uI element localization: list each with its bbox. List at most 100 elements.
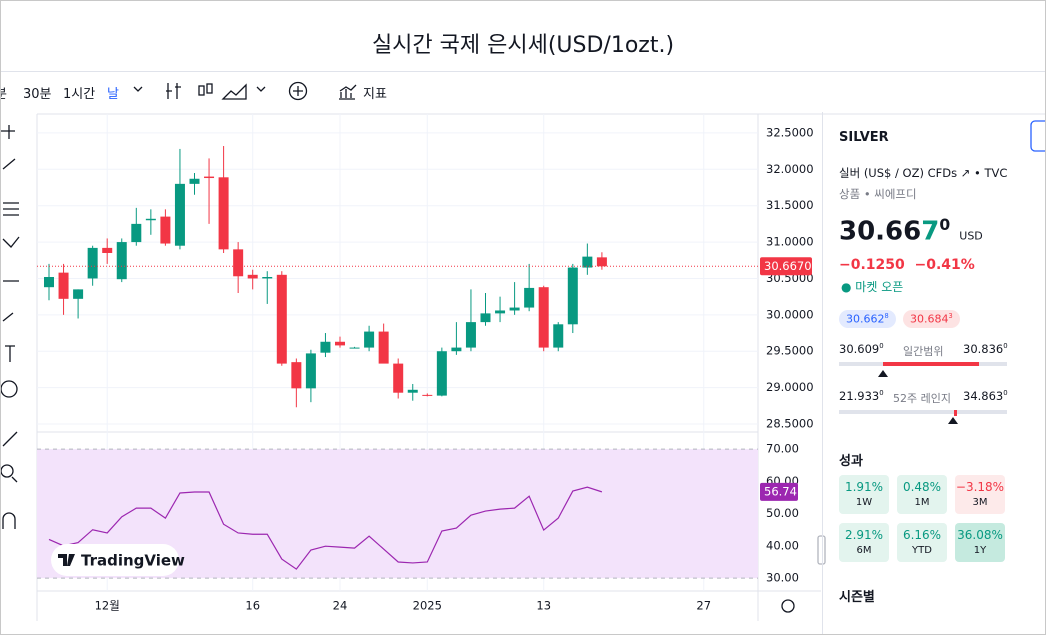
candle-body	[422, 394, 433, 396]
symbol: SILVER	[839, 130, 889, 145]
performance-cell: 1.91% 1W	[839, 475, 889, 514]
y-tick-label: 28.5000	[766, 416, 814, 430]
bid: 30.6628	[839, 310, 896, 328]
candle-body	[44, 277, 54, 288]
y-tick-label: 32.0000	[766, 162, 814, 176]
chevron[interactable]	[256, 86, 266, 92]
candle-body	[160, 216, 171, 244]
ask: 30.6843	[903, 310, 960, 328]
candle-body	[378, 331, 389, 364]
y-tick-label: 40.00	[766, 538, 799, 552]
x-tick-label: 2025	[413, 599, 442, 613]
year-high: 34.8630	[963, 389, 1008, 403]
year-bar	[839, 410, 1007, 416]
candle-body	[451, 347, 462, 352]
side-button[interactable]	[1030, 120, 1046, 152]
logo-mark	[58, 554, 75, 566]
last-price-box	[760, 257, 812, 276]
category: 상품 • 씨에프디	[839, 187, 917, 201]
v: 30.836	[963, 342, 1004, 356]
interval[interactable]: 30분	[23, 87, 52, 102]
performance-title: 성과	[839, 454, 863, 469]
range-bar	[839, 362, 1007, 366]
candle-icon[interactable]	[198, 85, 205, 96]
x-tick-label: 16	[245, 599, 260, 613]
change: −0.1250 −0.41%	[839, 257, 975, 273]
logo-text: TradingView	[81, 552, 185, 570]
x-tick-label: 12월	[95, 599, 120, 613]
status: 마켓 오픈	[855, 280, 904, 294]
ask-sup: 3	[948, 312, 953, 320]
description: 실버 (US$ / OZ) CFDs	[839, 166, 958, 180]
x-tick-label: 24	[333, 599, 348, 613]
candle-body	[247, 274, 258, 279]
performance-value: 0.48%	[902, 480, 942, 494]
range-label: 일간범위	[903, 345, 944, 358]
performance-cell: −3.18% 3M	[955, 475, 1005, 514]
candle-body	[349, 347, 360, 349]
price: 30.6670 USD	[839, 216, 983, 247]
bid-main: 30.662	[846, 312, 885, 326]
candle-body	[495, 310, 506, 314]
interval[interactable]: 1시간	[63, 87, 96, 102]
performance-period: 6M	[856, 545, 872, 556]
interval[interactable]: 분	[1, 83, 7, 102]
y-tick-label: 29.0000	[766, 380, 814, 394]
x-tick-label: 27	[696, 599, 711, 613]
candle-body	[393, 363, 404, 393]
candle-body	[407, 389, 418, 393]
settings-icon[interactable]	[781, 599, 795, 613]
price-accent: 7	[921, 216, 940, 247]
symbol-description: 실버 (US$ / OZ) CFDs ↗ • TVC	[839, 166, 1008, 180]
emoji-tool[interactable]	[1, 380, 18, 398]
interval[interactable]: 날	[107, 87, 119, 102]
candle-body	[305, 353, 316, 389]
chevron[interactable]	[133, 86, 143, 92]
indicator-icon[interactable]	[339, 84, 357, 100]
performance-value: 6.16%	[902, 528, 942, 542]
candle-body	[553, 324, 564, 348]
candle-body	[145, 218, 156, 221]
candle-body	[291, 362, 302, 389]
v: 21.933	[839, 389, 880, 403]
change-abs: −0.1250	[839, 257, 905, 273]
candle-body	[596, 257, 607, 267]
last-price-label: 30.6670	[764, 259, 812, 273]
performance-cell: 36.08% 1Y	[955, 523, 1005, 562]
range-fill	[883, 362, 979, 366]
collapse-handle[interactable]	[817, 535, 826, 565]
drawing-tools[interactable]	[1, 125, 20, 362]
candle-body	[465, 322, 476, 348]
divider	[1, 71, 1045, 72]
indicators-button[interactable]: 지표	[363, 87, 387, 102]
candle-icon[interactable]	[206, 83, 213, 94]
market-status: ● 마켓 오픈	[841, 280, 904, 294]
tools[interactable]	[1, 431, 18, 529]
exchange: TVC	[984, 166, 1008, 180]
year-low: 21.9330	[839, 389, 884, 403]
currency: USD	[959, 229, 983, 243]
candle-body	[218, 177, 229, 250]
rsi-value-box	[760, 482, 798, 501]
bar-icon[interactable]	[166, 83, 181, 99]
area-icon[interactable]	[221, 83, 247, 100]
rsi-value-label: 56.74	[764, 484, 797, 498]
candle-body	[87, 247, 98, 279]
candle-body	[102, 247, 113, 253]
candle-body	[262, 277, 273, 279]
performance-period: 1M	[914, 497, 930, 508]
performance-value: −3.18%	[955, 480, 1005, 494]
y-tick-label: 32.5000	[766, 125, 814, 139]
candle-body	[509, 307, 520, 311]
price-sup: 0	[939, 216, 951, 234]
add-icon[interactable]	[288, 81, 308, 101]
year-fill	[954, 410, 957, 416]
x-tick-label: 13	[536, 599, 551, 613]
performance-value: 1.91%	[844, 480, 884, 494]
logo-badge[interactable]	[51, 544, 179, 576]
y-tick-label: 31.5000	[766, 198, 814, 212]
candle-body	[582, 256, 593, 268]
